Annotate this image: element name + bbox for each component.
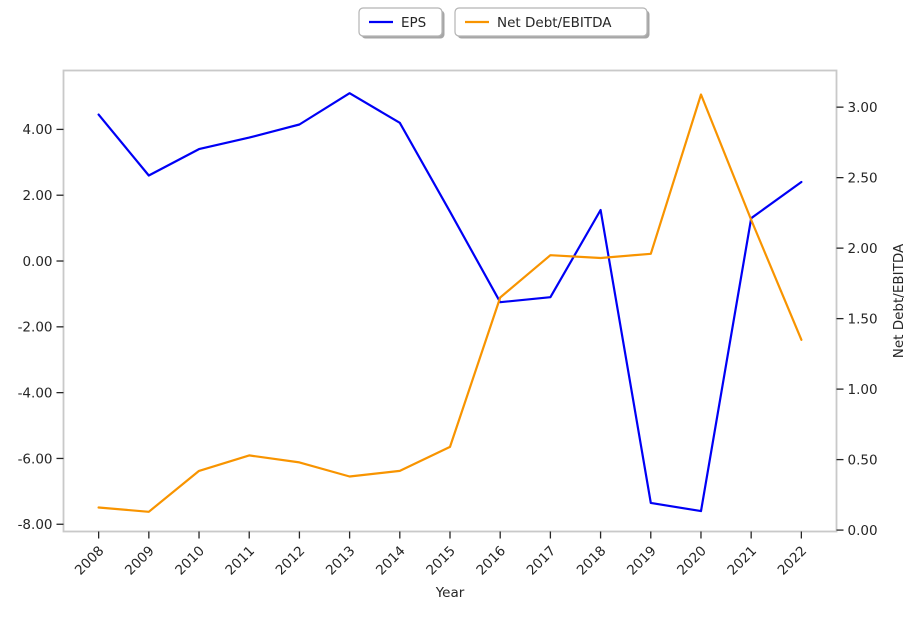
- net-debt-ebitda-line: [97, 93, 803, 513]
- left-y-tick-label: -4.00: [18, 385, 53, 401]
- right-y-tick-label: 1.00: [848, 382, 878, 398]
- right-y-tick-label: 0.00: [848, 523, 878, 539]
- x-axis-title: Year: [435, 585, 465, 601]
- x-tick-label: 2009: [122, 543, 158, 579]
- left-y-tick-label: -8.00: [18, 517, 53, 533]
- left-y-tick-label: 4.00: [22, 122, 52, 138]
- x-tick-label: 2013: [323, 543, 359, 579]
- x-tick-label: 2017: [524, 543, 560, 579]
- right-y-tick-label: 0.50: [848, 452, 878, 468]
- right-y-tick-label: 2.50: [848, 170, 878, 186]
- eps-line: [97, 92, 803, 513]
- left-y-tick-label: -2.00: [18, 320, 53, 336]
- right-y-axis-title: Net Debt/EBITDA: [891, 243, 907, 358]
- legend-box-eps: [358, 7, 443, 37]
- legend-label: Net Debt/EBITDA: [497, 15, 612, 31]
- x-tick-label: 2010: [172, 543, 208, 579]
- x-tick-label: 2014: [373, 543, 409, 579]
- left-y-tick-label: -6.00: [18, 451, 53, 467]
- x-tick-label: 2018: [574, 543, 610, 579]
- x-tick-label: 2020: [674, 543, 710, 579]
- plot-frame: [62, 69, 838, 533]
- legend-label: EPS: [401, 15, 426, 31]
- x-tick-label: 2021: [724, 543, 760, 579]
- right-y-tick-label: 3.00: [848, 100, 878, 116]
- x-tick-label: 2016: [473, 543, 509, 579]
- x-tick-label: 2012: [273, 543, 309, 579]
- x-tick-label: 2022: [775, 543, 811, 579]
- x-tick-label: 2011: [222, 543, 258, 579]
- left-y-tick-label: 0.00: [22, 254, 52, 270]
- x-tick-label: 2019: [624, 543, 660, 579]
- right-y-tick-label: 1.50: [848, 311, 878, 327]
- left-y-tick-label: 2.00: [22, 188, 52, 204]
- legend-box-net-debt-ebitda: [454, 7, 648, 37]
- x-tick-label: 2015: [423, 543, 459, 579]
- right-y-tick-label: 2.00: [848, 241, 878, 257]
- x-tick-label: 2008: [72, 543, 108, 579]
